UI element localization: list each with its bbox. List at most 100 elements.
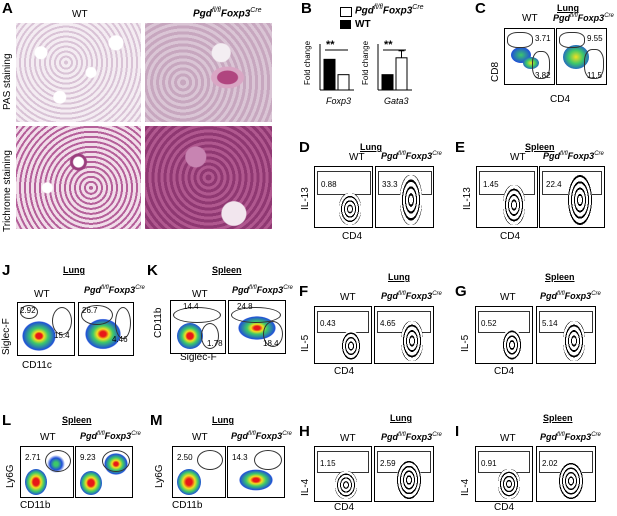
legend-ko-text: Pgdfl/flFoxp3Cre: [355, 4, 424, 17]
panel-k-wt-plot: 14.4 1.78: [170, 300, 226, 354]
panel-c-wt-val2: 3.82: [535, 71, 551, 80]
bar-chart-1-significance: **: [384, 39, 393, 51]
panel-f-tissue: Lung: [388, 272, 410, 282]
panel-c-ko-plot: 9.55 11.5: [556, 28, 607, 85]
panel-i-ko: Pgdfl/flFoxp3Cre: [540, 432, 601, 442]
panel-l-xlabel: CD11b: [20, 500, 51, 511]
panel-j-tissue: Lung: [63, 265, 85, 275]
panel-j-xlabel: CD11c: [22, 360, 52, 371]
panel-h-wt-plot: 1.15: [314, 446, 372, 502]
panel-m-ylabel: Ly6G: [154, 464, 165, 488]
bar-0-1: [337, 74, 350, 91]
panel-a-row1-label: PAS staining: [2, 53, 13, 110]
panel-d-wt: WT: [349, 152, 365, 163]
panel-e-wt-plot: 1.45: [476, 166, 538, 228]
panel-e-ko-plot: 22.4: [539, 166, 605, 228]
panel-i-ko-plot: 2.02: [536, 446, 596, 502]
panel-k-wt-val2: 1.78: [207, 339, 223, 348]
panel-i-tissue: Spleen: [543, 413, 573, 423]
pas-ko-image: [145, 23, 272, 122]
panel-g-ko-val: 5.14: [542, 319, 558, 328]
panel-e-wt: WT: [510, 152, 526, 163]
panel-k-wt: WT: [192, 289, 208, 300]
panel-e-ylabel: IL-13: [462, 187, 473, 210]
panel-m-xlabel: CD11b: [172, 500, 203, 511]
trichrome-wt-image: [16, 126, 141, 229]
panel-d-xlabel: CD4: [342, 231, 363, 242]
panel-g-tissue: Spleen: [545, 272, 575, 282]
pas-wt-image: [16, 23, 141, 122]
panel-d-label: D: [299, 139, 310, 156]
panel-e-ko-val: 22.4: [546, 180, 562, 189]
panel-d-wt-plot: 0.88: [314, 166, 373, 228]
panel-j-wt: WT: [34, 289, 50, 300]
panel-a-wt-label: WT: [72, 9, 88, 20]
bar-chart-1-xlabel: Gata3: [384, 96, 409, 106]
panel-c-ko-val2: 11.5: [587, 71, 602, 80]
panel-j-ko: Pgdfl/flFoxp3Cre: [84, 285, 145, 295]
panel-d-ko-plot: 33.3: [375, 166, 434, 228]
bar-chart-0-xlabel: Foxp3: [326, 96, 351, 106]
panel-k-label: K: [147, 262, 158, 279]
panel-c-wt: WT: [522, 13, 538, 24]
panel-k-xlabel: Siglec-F: [180, 352, 217, 363]
panel-e-label: E: [455, 139, 466, 156]
panel-a-label: A: [2, 0, 13, 17]
panel-l-ko-val: 9.23: [80, 453, 96, 462]
panel-j-wt-plot: 2.92 15.4: [17, 302, 75, 356]
panel-c-ko: Pgdfl/flFoxp3Cre: [553, 13, 614, 23]
panel-j-label: J: [2, 262, 11, 279]
panel-j-wt-val2: 15.4: [54, 331, 70, 340]
panel-i-xlabel: CD4: [494, 502, 515, 513]
panel-h-ko-plot: 2.59: [374, 446, 434, 502]
panel-h-wt: WT: [340, 433, 356, 444]
panel-f-wt-plot: 0.43: [314, 306, 372, 364]
panel-l-label: L: [2, 412, 12, 429]
panel-d-ylabel: IL-13: [300, 187, 311, 210]
panel-i-wt-plot: 0.91: [475, 446, 533, 502]
panel-g-label: G: [455, 283, 467, 300]
panel-f-wt-val: 0.43: [320, 319, 336, 328]
bar-1-1: [395, 57, 408, 91]
panel-m-wt: WT: [192, 432, 208, 443]
panel-j-ko-plot: 26.7 4.46: [78, 302, 134, 356]
panel-j-ko-val2: 4.46: [112, 335, 128, 344]
panel-j-ylabel: Siglec-F: [1, 318, 12, 355]
panel-k-ko-val1: 24.8: [237, 302, 253, 311]
legend-wt-swatch: [340, 20, 351, 29]
panel-m-wt-val: 2.50: [177, 453, 193, 462]
panel-l-wt-val: 2.71: [25, 453, 41, 462]
panel-l-wt: WT: [40, 432, 56, 443]
panel-f-ko-plot: 4.65: [374, 306, 434, 364]
bar-chart-1-ylabel: Fold change: [361, 40, 370, 85]
panel-l-ko: Pgdfl/flFoxp3Cre: [80, 431, 141, 441]
panel-h-tissue: Lung: [390, 413, 412, 423]
panel-h-wt-val: 1.15: [320, 459, 336, 468]
panel-g-xlabel: CD4: [494, 366, 515, 377]
bar-1-0: [381, 74, 394, 91]
panel-g-wt-plot: 0.52: [475, 306, 533, 364]
panel-g-ko: Pgdfl/flFoxp3Cre: [540, 291, 601, 301]
panel-h-ko-val: 2.59: [380, 459, 396, 468]
panel-c-tissue: Lung: [557, 3, 579, 13]
panel-c-wt-val1: 3.71: [535, 34, 551, 43]
panel-k-wt-val1: 14.4: [183, 302, 199, 311]
panel-i-ko-val: 2.02: [542, 459, 558, 468]
panel-l-ylabel: Ly6G: [5, 464, 16, 488]
panel-e-xlabel: CD4: [500, 231, 521, 242]
fold-change-bar-charts: Fold change ** Foxp3 Fold change ** Gata3: [303, 39, 412, 106]
panel-i-label: I: [455, 423, 460, 440]
panel-d-tissue: Lung: [360, 142, 382, 152]
panel-c-label: C: [475, 0, 486, 17]
panel-f-wt: WT: [340, 292, 356, 303]
panel-l-tissue: Spleen: [62, 415, 92, 425]
panel-g-ko-plot: 5.14: [536, 306, 596, 364]
panel-k-ko: Pgdfl/flFoxp3Cre: [232, 285, 293, 295]
trichrome-ko-image: [145, 126, 272, 229]
panel-a-ko-label: Pgdfl/flFoxp3Cre: [193, 7, 262, 20]
panel-i-wt-val: 0.91: [481, 459, 497, 468]
panel-j-wt-val1: 2.92: [20, 306, 36, 315]
legend-wt-text: WT: [355, 19, 371, 30]
panel-m-ko: Pgdfl/flFoxp3Cre: [231, 431, 292, 441]
panel-c-ylabel: CD8: [490, 61, 501, 82]
